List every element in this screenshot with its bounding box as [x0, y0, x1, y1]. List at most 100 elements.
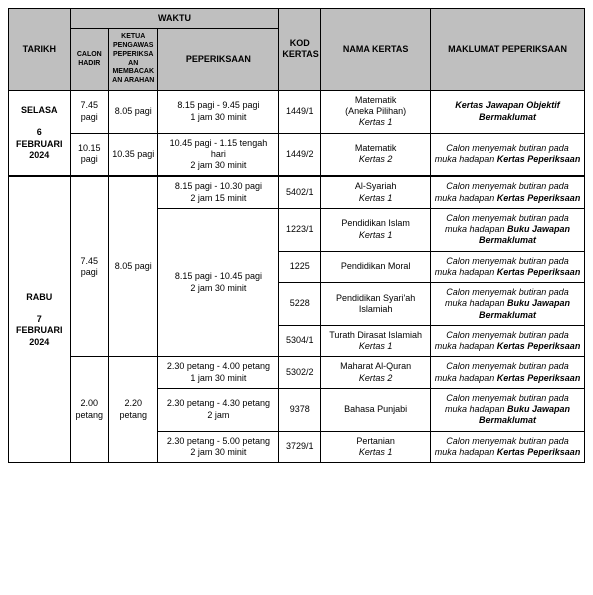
kod-kertas: 5304/1	[279, 325, 321, 357]
periksa-time: 2.30 petang - 5.00 petang 2 jam 30 minit	[158, 431, 279, 463]
hdr-ketua: KETUA PENGAWAS PEPERIKSAAN MEMBACAKAN AR…	[109, 29, 158, 91]
subject-sub: (Aneka Pilihan)	[324, 106, 427, 117]
periksa-time: 2.30 petang - 4.00 petang 1 jam 30 minit	[158, 357, 279, 389]
time-range: 10.45 pagi - 1.15 tengah hari	[161, 138, 275, 161]
subject: Matematik	[324, 95, 427, 106]
subject: Turath Dirasat Islamiah	[324, 330, 427, 341]
hdr-calon: CALON HADIR	[70, 29, 108, 91]
date-month: FEBRUARI	[12, 325, 67, 336]
time-range: 2.30 petang - 5.00 petang	[161, 436, 275, 447]
hdr-nama: NAMA KERTAS	[321, 9, 431, 91]
ketua-time: 10.35 pagi	[109, 133, 158, 176]
paper-no: Kertas 2	[324, 373, 427, 384]
maklumat: Calon menyemak butiran pada muka hadapan…	[431, 133, 585, 176]
paper-no: Kertas 1	[324, 341, 427, 352]
ketua-time: 2.20 petang	[109, 357, 158, 463]
kod-kertas: 3729/1	[279, 431, 321, 463]
subject: Pendidikan Moral	[324, 261, 427, 272]
nama-kertas: Pertanian Kertas 1	[321, 431, 431, 463]
kod-kertas: 5302/2	[279, 357, 321, 389]
hdr-tarikh: TARIKH	[9, 9, 71, 91]
paper-no: Kertas 1	[324, 193, 427, 204]
paper-no: Kertas 1	[324, 447, 427, 458]
date-year: 2024	[12, 337, 67, 348]
kod-kertas: 1223/1	[279, 208, 321, 251]
hdr-peperiksaan: PEPERIKSAAN	[158, 29, 279, 91]
makl-bold: Kertas Peperiksaan	[497, 154, 581, 164]
subject: Pertanian	[324, 436, 427, 447]
periksa-time: 10.45 pagi - 1.15 tengah hari 2 jam 30 m…	[158, 133, 279, 176]
calon-time: 2.00 petang	[70, 357, 108, 463]
nama-kertas: Turath Dirasat Islamiah Kertas 1	[321, 325, 431, 357]
nama-kertas: Pendidikan Islam Kertas 1	[321, 208, 431, 251]
maklumat: Calon menyemak butiran pada muka hadapan…	[431, 208, 585, 251]
makl-bold: Kertas Peperiksaan	[497, 193, 581, 203]
time-duration: 2 jam 30 minit	[161, 283, 275, 294]
kod-kertas: 1449/1	[279, 90, 321, 133]
calon-time: 10.15 pagi	[70, 133, 108, 176]
nama-kertas: Al-Syariah Kertas 1	[321, 176, 431, 208]
date-num: 6	[12, 127, 67, 138]
time-range: 2.30 petang - 4.00 petang	[161, 361, 275, 372]
date-day: RABU	[12, 292, 67, 303]
time-duration: 2 jam	[161, 410, 275, 421]
ketua-time: 8.05 pagi	[109, 90, 158, 133]
nama-kertas: Pendidikan Moral	[321, 251, 431, 283]
date-rabu: RABU 7 FEBRUARI 2024	[9, 176, 71, 462]
maklumat: Calon menyemak butiran pada muka hadapan…	[431, 325, 585, 357]
makl-bold: Kertas Peperiksaan	[497, 373, 581, 383]
periksa-time: 8.15 pagi - 9.45 pagi 1 jam 30 minit	[158, 90, 279, 133]
kod-kertas: 1225	[279, 251, 321, 283]
time-duration: 2 jam 30 minit	[161, 160, 275, 171]
nama-kertas: Bahasa Punjabi	[321, 388, 431, 431]
maklumat: Calon menyemak butiran pada muka hadapan…	[431, 251, 585, 283]
maklumat: Kertas Jawapan Objektif Bermaklumat	[431, 90, 585, 133]
subject: Al-Syariah	[324, 181, 427, 192]
nama-kertas: Matematik (Aneka Pilihan) Kertas 1	[321, 90, 431, 133]
date-year: 2024	[12, 150, 67, 161]
makl-bold: Kertas Peperiksaan	[497, 267, 581, 277]
kod-kertas: 1449/2	[279, 133, 321, 176]
time-range: 8.15 pagi - 10.30 pagi	[161, 181, 275, 192]
exam-timetable: TARIKH WAKTU KOD KERTAS NAMA KERTAS MAKL…	[8, 8, 585, 463]
calon-time: 7.45 pagi	[70, 176, 108, 357]
hdr-maklumat: MAKLUMAT PEPERIKSAAN	[431, 9, 585, 91]
periksa-time: 8.15 pagi - 10.45 pagi 2 jam 30 minit	[158, 208, 279, 357]
nama-kertas: Pendidikan Syari'ah Islamiah	[321, 283, 431, 326]
time-range: 8.15 pagi - 10.45 pagi	[161, 271, 275, 282]
hdr-kod: KOD KERTAS	[279, 9, 321, 91]
time-range: 8.15 pagi - 9.45 pagi	[161, 100, 275, 111]
date-day: SELASA	[12, 105, 67, 116]
time-duration: 2 jam 30 minit	[161, 447, 275, 458]
maklumat: Calon menyemak butiran pada muka hadapan…	[431, 176, 585, 208]
date-selasa: SELASA 6 FEBRUARI 2024	[9, 90, 71, 176]
subject: Pendidikan Islam	[324, 218, 427, 229]
kod-kertas: 9378	[279, 388, 321, 431]
date-month: FEBRUARI	[12, 139, 67, 150]
time-duration: 2 jam 15 minit	[161, 193, 275, 204]
maklumat: Calon menyemak butiran pada muka hadapan…	[431, 283, 585, 326]
makl-bold: Kertas Peperiksaan	[497, 447, 581, 457]
maklumat: Calon menyemak butiran pada muka hadapan…	[431, 357, 585, 389]
hdr-waktu: WAKTU	[70, 9, 279, 29]
kod-kertas: 5402/1	[279, 176, 321, 208]
ketua-time: 8.05 pagi	[109, 176, 158, 357]
nama-kertas: Matematik Kertas 2	[321, 133, 431, 176]
paper-no: Kertas 2	[324, 154, 427, 165]
paper-no: Kertas 1	[324, 117, 427, 128]
paper-no: Kertas 1	[324, 230, 427, 241]
kod-kertas: 5228	[279, 283, 321, 326]
time-duration: 1 jam 30 minit	[161, 373, 275, 384]
subject: Pendidikan Syari'ah Islamiah	[324, 293, 427, 316]
time-duration: 1 jam 30 minit	[161, 112, 275, 123]
time-range: 2.30 petang - 4.30 petang	[161, 398, 275, 409]
nama-kertas: Maharat Al-Quran Kertas 2	[321, 357, 431, 389]
maklumat: Calon menyemak butiran pada muka hadapan…	[431, 431, 585, 463]
periksa-time: 8.15 pagi - 10.30 pagi 2 jam 15 minit	[158, 176, 279, 208]
maklumat: Calon menyemak butiran pada muka hadapan…	[431, 388, 585, 431]
subject: Matematik	[324, 143, 427, 154]
calon-time: 7.45 pagi	[70, 90, 108, 133]
date-num: 7	[12, 314, 67, 325]
subject: Bahasa Punjabi	[324, 404, 427, 415]
makl-bold: Kertas Peperiksaan	[497, 341, 581, 351]
